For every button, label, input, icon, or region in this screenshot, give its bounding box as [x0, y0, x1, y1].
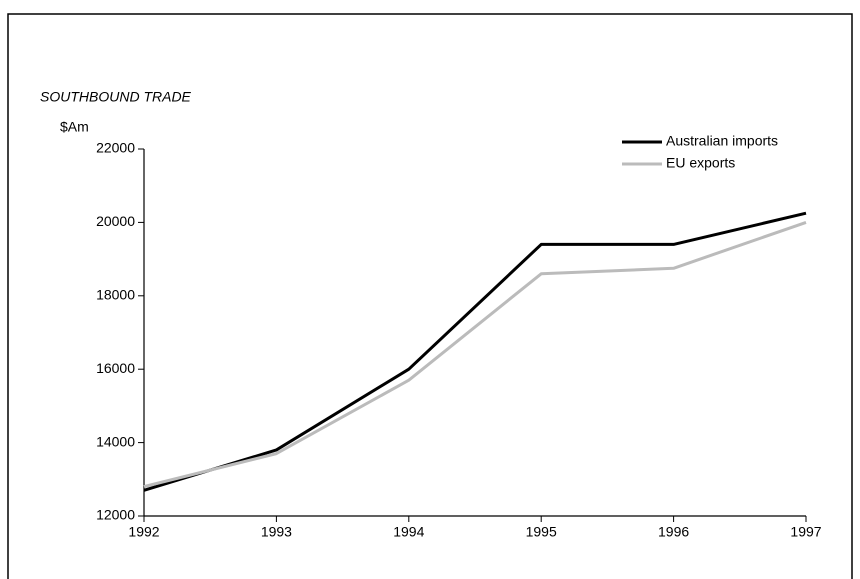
y-tick-label: 22000: [96, 140, 135, 156]
y-tick-label: 20000: [96, 213, 135, 229]
x-tick-label: 1995: [526, 524, 557, 540]
series-line: [143, 220, 807, 489]
y-axis-label: $Am: [60, 119, 89, 135]
y-tick-label: 16000: [96, 360, 135, 376]
x-tick-label: 1996: [658, 524, 689, 540]
legend-label: Australian imports: [666, 133, 778, 149]
frame: [7, 13, 853, 579]
x-tick-label: 1993: [261, 524, 292, 540]
x-tick-label: 1994: [393, 524, 424, 540]
x-tick-label: 1992: [128, 524, 159, 540]
legend-label: EU exports: [666, 155, 735, 171]
x-tick-label: 1997: [790, 524, 821, 540]
chart-title: SOUTHBOUND TRADE: [40, 89, 192, 105]
series-line: [143, 211, 807, 492]
y-tick-label: 18000: [96, 287, 135, 303]
y-tick-label: 14000: [96, 433, 135, 449]
y-tick-label: 12000: [96, 507, 135, 523]
